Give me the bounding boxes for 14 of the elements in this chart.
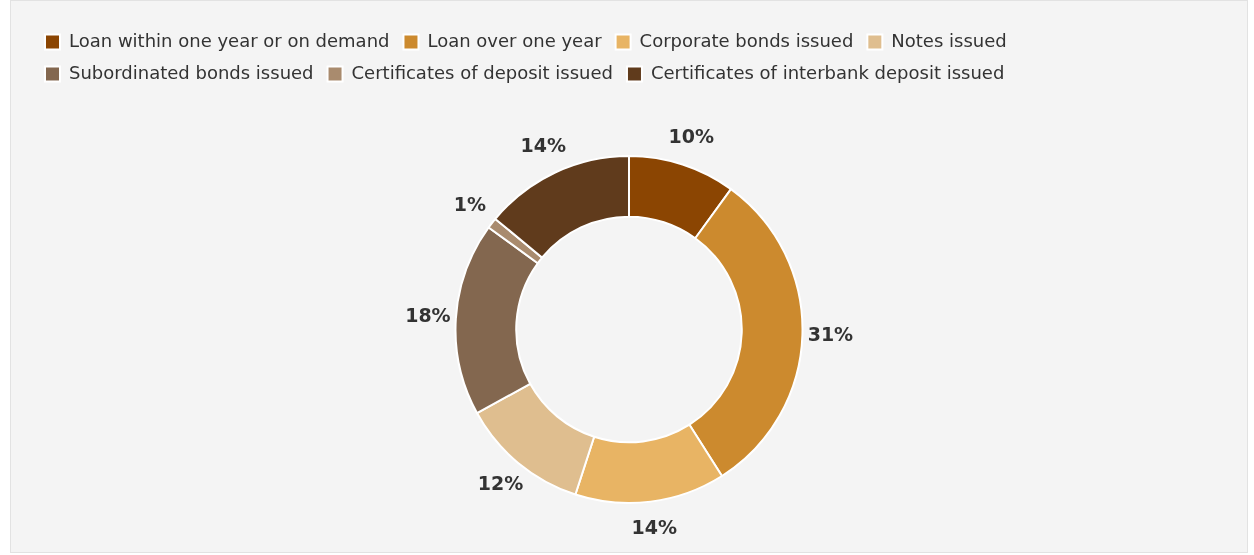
legend-label: Loan over one year: [427, 29, 603, 51]
legend-label: Subordinated bonds issued: [69, 61, 314, 83]
data-label: 12%: [477, 471, 524, 494]
legend-label: Loan within one year or on demand: [69, 29, 390, 51]
data-label: 18%: [405, 303, 451, 326]
data-label: 1%: [453, 192, 486, 215]
legend-label: Certificates of interbank deposit issued: [650, 61, 1005, 83]
data-label: 10%: [668, 124, 715, 147]
legend-label: Certificates of deposit issued: [351, 61, 613, 83]
data-label: 31%: [807, 322, 854, 345]
data-label: 14%: [631, 516, 677, 539]
legend-label: Notes issued: [891, 29, 1007, 51]
data-label: 14%: [520, 134, 566, 157]
legend-label: Corporate bonds issued: [639, 29, 854, 51]
